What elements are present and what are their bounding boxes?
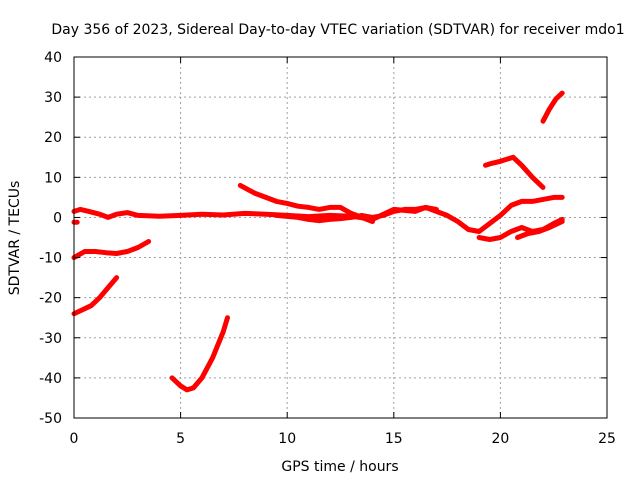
chart-title: Day 356 of 2023, Sidereal Day-to-day VTE… [51, 22, 624, 38]
plot-frame [73, 56, 608, 419]
y-tick-label: -40 [39, 371, 62, 387]
series-track-6 [274, 204, 439, 224]
y-tick-label: 40 [44, 50, 62, 66]
y-axis-label: SDTVAR / TECUs [7, 181, 23, 296]
x-tick-label: 20 [491, 431, 509, 447]
y-tick-label: -10 [39, 251, 62, 267]
y-tick-label: -50 [39, 411, 62, 427]
y-tick-label: -30 [39, 331, 62, 347]
y-tick-label: 20 [44, 130, 62, 146]
series-track-1 [71, 194, 565, 234]
data-series [71, 90, 565, 393]
x-tick-label: 15 [385, 431, 403, 447]
series-track-5 [237, 182, 375, 224]
y-tick-label: 10 [44, 170, 62, 186]
x-tick-label: 25 [598, 431, 616, 447]
series-track-4 [169, 315, 230, 393]
axis-ticks: 0 5 10 15 20 25 -50 -40 -30 -20 -10 0 10 20 30 40 [39, 50, 616, 447]
y-tick-label: 30 [44, 90, 62, 106]
x-axis-label: GPS time / hours [281, 459, 398, 475]
x-tick-label: 10 [278, 431, 296, 447]
grid-lines [74, 57, 607, 418]
series-track-7 [483, 154, 546, 190]
y-tick-label: 0 [53, 210, 62, 226]
series-track-3 [71, 275, 120, 317]
x-tick-label: 0 [70, 431, 79, 447]
x-tick-label: 5 [176, 431, 185, 447]
series-track-10 [540, 90, 565, 124]
series-track-2 [71, 239, 152, 261]
y-tick-label: -20 [39, 291, 62, 307]
series-track-9 [515, 219, 565, 240]
